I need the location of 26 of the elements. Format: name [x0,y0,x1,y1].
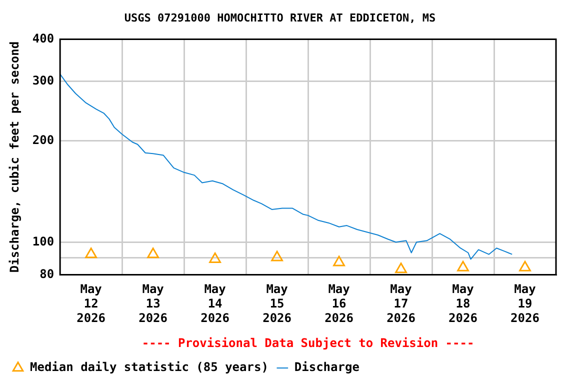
legend-label: Discharge [294,360,360,374]
legend-label: Median daily statistic (85 years) [30,360,268,374]
x-tick-label: May 13 2026 [138,282,168,325]
point [519,260,531,272]
y-tick-label: 100 [32,234,54,248]
x-tick-label: May 18 2026 [448,282,478,325]
x-tick-label: May 19 2026 [510,282,540,325]
x-tick-label: May 15 2026 [262,282,292,325]
x-tick-label: May 14 2026 [200,282,230,325]
x-tick-label: May 17 2026 [386,282,416,325]
x-tick-label: May 12 2026 [76,282,106,325]
point [209,252,221,263]
y-axis-title: Discharge, cubic feet per second [7,41,22,273]
point [457,260,469,272]
x-tick-label: May 16 2026 [324,282,354,325]
text: ---- Provisional Data Subject to Revision ---- [142,336,474,350]
chart-title: USGS 07291000 HOMOCHITTO RIVER AT EDDICETON, MS [124,11,436,24]
point [271,250,283,262]
y-tick-label: 400 [32,31,54,46]
point [333,256,345,266]
y-tick-label: 200 [32,132,54,147]
point [395,262,407,274]
point [147,248,160,258]
y-tick-label: 80 [40,266,54,281]
point [85,248,98,258]
y-tick-label: 300 [32,73,54,88]
